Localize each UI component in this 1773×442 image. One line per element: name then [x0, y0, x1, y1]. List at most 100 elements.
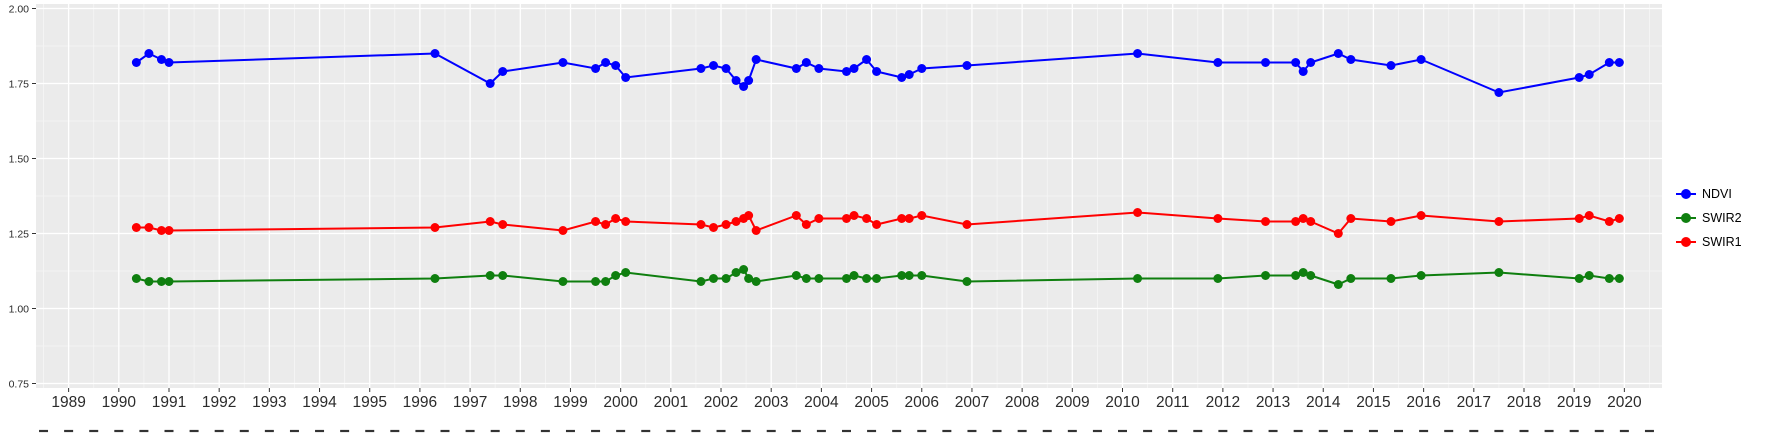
x-tick-label: 2012 — [1206, 394, 1240, 411]
data-point-swir1 — [904, 214, 914, 223]
x-tick-label: 2004 — [804, 394, 839, 411]
data-point-ndvi — [164, 58, 174, 67]
y-tick-label: 1.25 — [9, 228, 30, 240]
y-tick-label: 0.75 — [9, 378, 30, 390]
data-point-ndvi — [144, 49, 154, 58]
data-point-swir1 — [1306, 217, 1316, 226]
data-point-swir1 — [485, 217, 495, 226]
data-point-ndvi — [621, 73, 631, 82]
x-tick-label: 2000 — [603, 394, 638, 411]
data-point-swir1 — [962, 220, 972, 229]
x-tick-label: 2011 — [1156, 394, 1189, 411]
data-point-swir2 — [791, 271, 801, 280]
data-point-swir1 — [156, 226, 166, 235]
x-tick-label: 2015 — [1356, 394, 1390, 411]
data-point-swir1 — [498, 220, 508, 229]
data-point-swir2 — [917, 271, 927, 280]
data-point-ndvi — [696, 64, 706, 73]
data-point-ndvi — [791, 64, 801, 73]
data-point-swir1 — [917, 211, 927, 220]
series-ndvi — [131, 49, 1624, 97]
data-point-swir2 — [1261, 271, 1271, 280]
data-point-swir1 — [430, 223, 440, 232]
x-tick-label: 1997 — [453, 394, 487, 411]
x-tick-label: 1999 — [553, 394, 587, 411]
legend-key-swir1-icon — [1676, 235, 1696, 249]
data-point-ndvi — [872, 67, 882, 76]
legend: NDVI SWIR2 SWIR1 — [1676, 186, 1742, 249]
x-tick-label: 2017 — [1457, 394, 1491, 411]
data-point-swir2 — [897, 271, 907, 280]
x-tick-label: 1991 — [152, 394, 186, 411]
data-point-ndvi — [1494, 88, 1504, 97]
data-point-swir1 — [131, 223, 141, 232]
data-point-ndvi — [841, 67, 851, 76]
x-tick-label: 2013 — [1256, 394, 1290, 411]
data-point-ndvi — [814, 64, 824, 73]
x-tick-label: 2005 — [854, 394, 888, 411]
data-point-swir2 — [1416, 271, 1426, 280]
data-point-swir2 — [739, 265, 749, 274]
data-point-swir2 — [1213, 274, 1223, 283]
data-point-ndvi — [709, 61, 718, 70]
data-point-swir1 — [611, 214, 621, 223]
legend-key-swir2-icon — [1676, 211, 1696, 225]
x-tick-label: 2019 — [1557, 394, 1591, 411]
series-swir1 — [131, 208, 1624, 238]
data-point-swir1 — [751, 226, 761, 235]
x-tick-label: 1989 — [51, 394, 85, 411]
data-point-swir2 — [1494, 268, 1504, 277]
data-point-swir1 — [1261, 217, 1271, 226]
legend-label-swir1: SWIR1 — [1702, 234, 1742, 249]
data-point-ndvi — [1306, 58, 1316, 67]
x-tick-label: 1992 — [202, 394, 236, 411]
data-point-swir2 — [1584, 271, 1594, 280]
data-point-swir2 — [862, 274, 872, 283]
data-point-ndvi — [751, 55, 761, 64]
data-point-swir2 — [591, 277, 601, 286]
x-tick-label: 2020 — [1607, 394, 1642, 411]
data-point-swir1 — [601, 220, 611, 229]
gridlines-major — [36, 4, 1662, 388]
data-point-ndvi — [131, 58, 141, 67]
legend-key-ndvi-icon — [1676, 187, 1696, 201]
x-tick-label: 2002 — [704, 394, 738, 411]
data-point-swir2 — [1333, 280, 1343, 289]
data-point-ndvi — [1333, 49, 1343, 58]
data-point-swir1 — [1213, 214, 1223, 223]
x-tick-label: 2008 — [1005, 394, 1039, 411]
data-point-swir1 — [144, 223, 154, 232]
data-point-ndvi — [721, 64, 731, 73]
data-point-swir1 — [1584, 211, 1594, 220]
data-point-swir2 — [498, 271, 508, 280]
data-point-swir1 — [731, 217, 741, 226]
x-tick-label: 2009 — [1055, 394, 1089, 411]
data-point-swir1 — [1574, 214, 1584, 223]
data-point-swir1 — [1416, 211, 1426, 220]
x-tick-label: 1994 — [302, 394, 337, 411]
data-point-swir2 — [751, 277, 761, 286]
data-point-swir2 — [1291, 271, 1301, 280]
gridlines-minor — [36, 4, 1662, 388]
data-point-swir1 — [862, 214, 872, 223]
data-point-swir1 — [1386, 217, 1396, 226]
data-point-swir1 — [1494, 217, 1504, 226]
data-point-swir1 — [1133, 208, 1143, 217]
data-point-ndvi — [849, 64, 859, 73]
data-point-ndvi — [1386, 61, 1396, 70]
data-point-ndvi — [485, 79, 495, 88]
data-point-swir1 — [721, 220, 731, 229]
data-point-swir2 — [872, 274, 882, 283]
data-point-swir1 — [744, 211, 754, 220]
data-point-ndvi — [744, 76, 754, 85]
data-point-swir1 — [1298, 214, 1308, 223]
data-point-swir1 — [897, 214, 907, 223]
data-point-swir1 — [1346, 214, 1356, 223]
x-tick-label: 2018 — [1507, 394, 1541, 411]
data-point-ndvi — [558, 58, 568, 67]
data-point-swir1 — [801, 220, 811, 229]
data-point-ndvi — [1416, 55, 1426, 64]
data-point-swir2 — [1298, 268, 1308, 277]
data-point-swir2 — [1346, 274, 1356, 283]
